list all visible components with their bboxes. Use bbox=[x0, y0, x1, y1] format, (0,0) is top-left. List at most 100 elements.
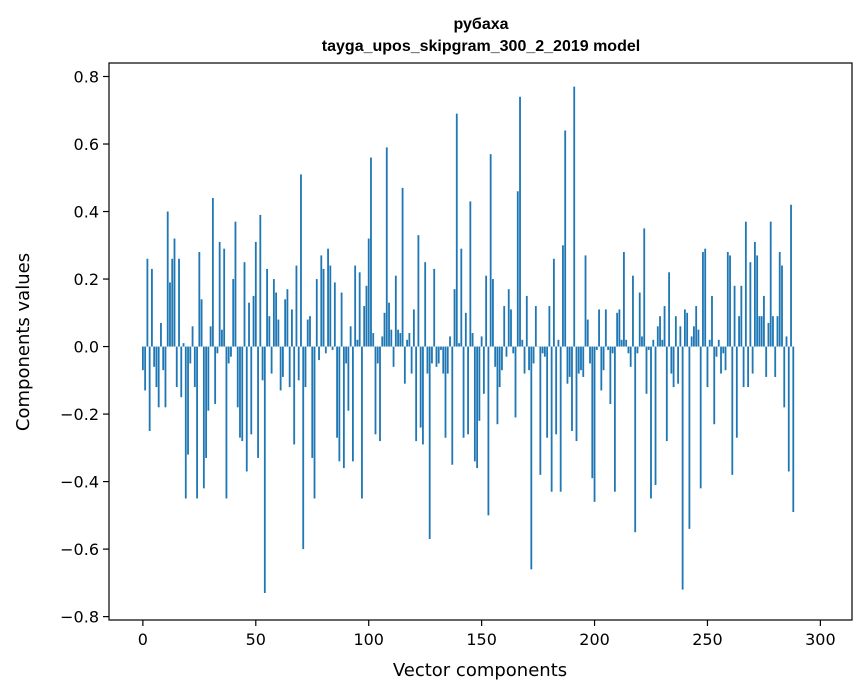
bar-287 bbox=[790, 204, 792, 347]
bar-208 bbox=[611, 346, 614, 354]
bar-167 bbox=[519, 96, 521, 347]
bar-274 bbox=[760, 316, 763, 347]
bar-273 bbox=[758, 316, 761, 347]
bar-104 bbox=[376, 346, 379, 364]
bar-187 bbox=[564, 130, 567, 347]
bar-193 bbox=[577, 346, 580, 374]
bar-101 bbox=[370, 157, 372, 347]
bar-66 bbox=[291, 309, 293, 347]
x-tick-label: 300 bbox=[805, 630, 836, 649]
y-tick-label: −0.4 bbox=[60, 473, 99, 492]
bar-184 bbox=[557, 339, 560, 347]
bar-137 bbox=[451, 346, 454, 465]
bar-86 bbox=[336, 346, 338, 438]
bar-115 bbox=[401, 187, 404, 347]
bar-248 bbox=[702, 252, 704, 347]
bar-163 bbox=[510, 309, 512, 347]
bar-29 bbox=[207, 346, 210, 411]
bar-219 bbox=[636, 346, 639, 354]
bar-281 bbox=[776, 316, 779, 347]
bar-45 bbox=[243, 262, 246, 347]
bar-261 bbox=[731, 346, 734, 475]
bar-94 bbox=[354, 265, 357, 347]
bar-214 bbox=[625, 339, 628, 347]
y-tick-label: 0.6 bbox=[74, 135, 99, 154]
bar-39 bbox=[230, 346, 232, 357]
bar-27 bbox=[202, 346, 205, 489]
bar-196 bbox=[584, 255, 587, 347]
bar-262 bbox=[733, 285, 736, 347]
bar-14 bbox=[173, 238, 176, 347]
bar-33 bbox=[216, 346, 219, 354]
bar-123 bbox=[419, 346, 422, 428]
bar-139 bbox=[455, 113, 458, 347]
bar-249 bbox=[704, 248, 707, 347]
bar-234 bbox=[670, 346, 673, 374]
bar-132 bbox=[440, 346, 442, 350]
bar-7 bbox=[157, 346, 160, 408]
bar-255 bbox=[717, 339, 720, 347]
bar-109 bbox=[388, 302, 390, 347]
chart-subtitle: tayga_upos_skipgram_300_2_2019 model bbox=[322, 38, 640, 55]
bar-34 bbox=[218, 241, 221, 347]
bar-252 bbox=[711, 295, 713, 347]
bar-257 bbox=[722, 346, 725, 354]
bar-2 bbox=[146, 258, 149, 347]
bar-53 bbox=[261, 346, 264, 381]
bar-47 bbox=[248, 302, 250, 347]
bar-224 bbox=[647, 346, 650, 350]
bar-76 bbox=[313, 346, 316, 499]
bar-92 bbox=[349, 326, 352, 347]
bar-51 bbox=[257, 346, 259, 458]
bar-152 bbox=[485, 275, 488, 347]
bar-89 bbox=[342, 346, 345, 469]
bar-147 bbox=[473, 346, 476, 462]
bar-223 bbox=[645, 346, 648, 394]
bar-254 bbox=[715, 346, 718, 357]
bar-3 bbox=[148, 346, 151, 431]
bar-46 bbox=[245, 346, 248, 472]
bar-80 bbox=[322, 268, 325, 347]
bar-256 bbox=[720, 346, 722, 374]
bar-131 bbox=[437, 346, 440, 364]
bar-226 bbox=[652, 339, 655, 347]
bar-25 bbox=[198, 252, 201, 347]
bar-241 bbox=[686, 312, 689, 347]
bar-243 bbox=[690, 336, 693, 347]
bar-145 bbox=[469, 201, 472, 347]
bar-162 bbox=[507, 289, 510, 347]
bar-154 bbox=[489, 154, 492, 347]
x-tick-label: 50 bbox=[246, 630, 266, 649]
bar-37 bbox=[225, 346, 228, 499]
bar-192 bbox=[575, 346, 578, 442]
bar-275 bbox=[763, 295, 765, 347]
x-tick-label: 0 bbox=[138, 630, 148, 649]
bar-198 bbox=[589, 346, 591, 364]
bar-169 bbox=[523, 346, 526, 374]
x-tick-label: 250 bbox=[692, 630, 723, 649]
bar-24 bbox=[196, 346, 198, 499]
bar-258 bbox=[724, 346, 727, 371]
bar-79 bbox=[320, 255, 323, 347]
bar-272 bbox=[756, 255, 759, 347]
bar-260 bbox=[729, 255, 731, 347]
bar-30 bbox=[209, 326, 212, 347]
bar-116 bbox=[403, 346, 406, 384]
bar-40 bbox=[232, 279, 235, 347]
bar-213 bbox=[623, 252, 625, 347]
bar-129 bbox=[433, 268, 436, 347]
bar-166 bbox=[516, 191, 519, 347]
bar-20 bbox=[187, 346, 189, 455]
bar-97 bbox=[361, 346, 363, 499]
bar-176 bbox=[539, 346, 542, 475]
bar-265 bbox=[740, 285, 743, 347]
bar-266 bbox=[742, 346, 745, 388]
bar-15 bbox=[175, 346, 178, 388]
bar-52 bbox=[259, 214, 262, 347]
bar-68 bbox=[295, 265, 298, 347]
bar-244 bbox=[693, 326, 695, 347]
bar-202 bbox=[598, 309, 600, 347]
bar-263 bbox=[735, 346, 738, 438]
bar-141 bbox=[460, 248, 463, 347]
bar-156 bbox=[494, 346, 497, 367]
